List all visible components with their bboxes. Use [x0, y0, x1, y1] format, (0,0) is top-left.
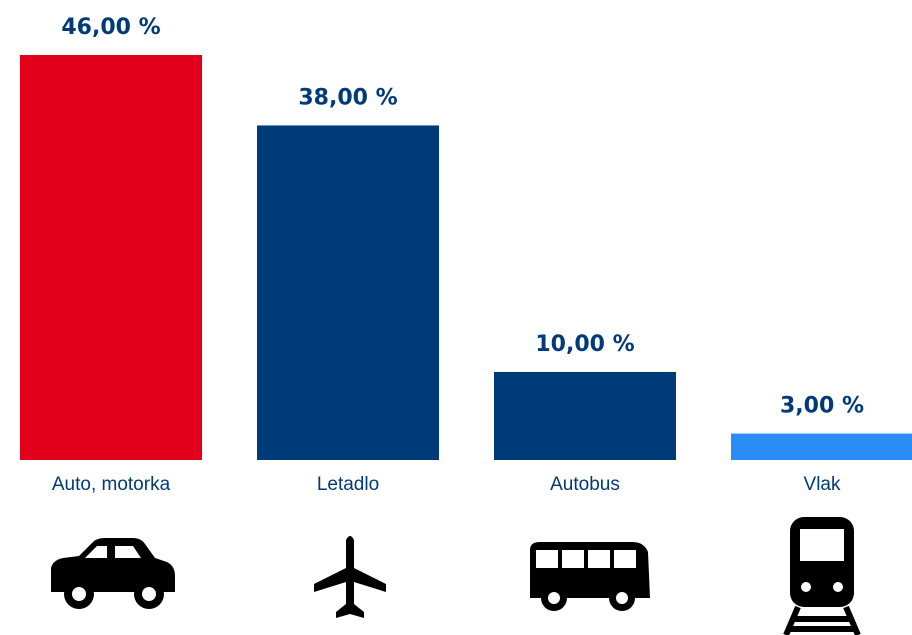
- value-label: 10,00 %: [535, 332, 634, 357]
- value-label: 3,00 %: [780, 394, 864, 419]
- plane-icon: [314, 536, 386, 618]
- value-label: 46,00 %: [61, 15, 160, 40]
- car-icon: [51, 538, 175, 609]
- bar: [731, 433, 912, 460]
- train-icon: [783, 517, 861, 635]
- value-label: 38,00 %: [298, 85, 397, 110]
- category-label: Auto, motorka: [52, 474, 171, 495]
- bus-icon: [530, 542, 650, 611]
- category-label: Autobus: [550, 474, 620, 495]
- category-label: Vlak: [804, 474, 841, 495]
- bar: [257, 125, 439, 460]
- category-label: Letadlo: [317, 474, 379, 495]
- bar: [494, 371, 676, 460]
- bar: [20, 55, 202, 460]
